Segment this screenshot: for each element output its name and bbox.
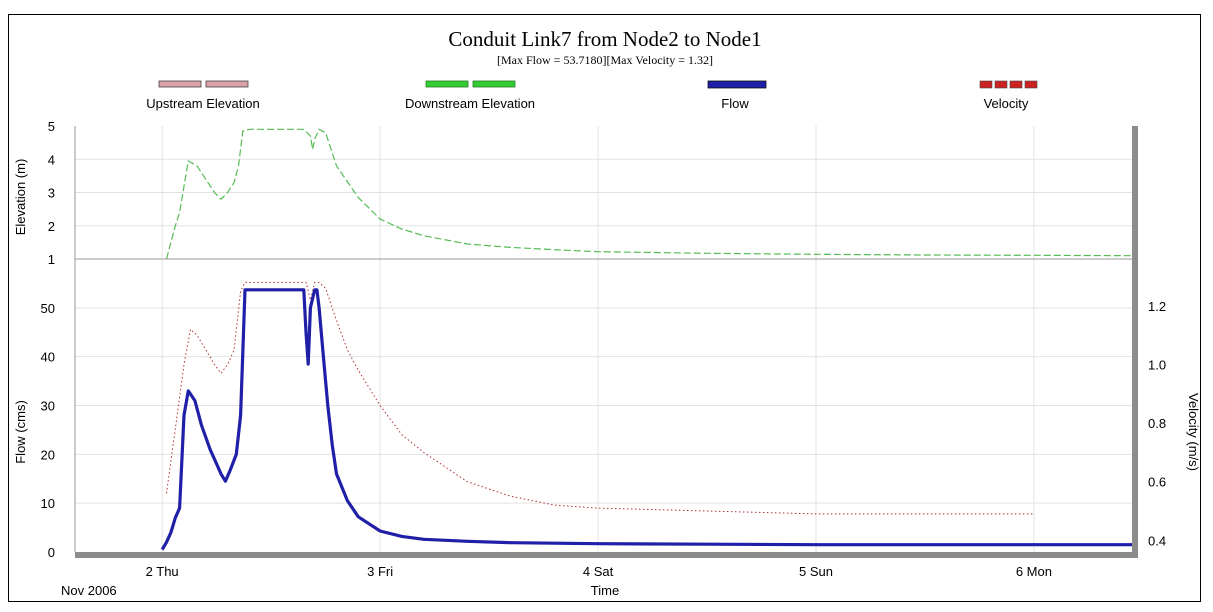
legend-entry-downstream-elevation: Downstream Elevation xyxy=(405,80,535,111)
legend-entry-flow: Flow xyxy=(707,80,767,111)
x-tick-labels: 2 Thu 3 Fri 4 Sat 5 Sun 6 Mon xyxy=(146,564,1052,579)
upper-y-axis-title: Elevation (m) xyxy=(13,159,28,236)
x-tick-3-fri: 3 Fri xyxy=(367,564,393,579)
lower-y2-tick-0-8: 0.8 xyxy=(1148,416,1166,431)
x-tick-2-thu: 2 Thu xyxy=(146,564,179,579)
legend-swatch-upstream-elevation-1 xyxy=(158,80,202,88)
legend-swatch-flow xyxy=(707,80,767,89)
lower-y-tick-10: 10 xyxy=(41,496,55,511)
lower-y-tick-20: 20 xyxy=(41,447,55,462)
lower-panel: 0 10 20 30 40 50 0.4 0.6 0.8 1.0 1.2 Flow (cms) V… xyxy=(13,259,1201,560)
lower-y2-tick-0-6: 0.6 xyxy=(1148,475,1166,490)
lower-gridlines xyxy=(75,259,1132,552)
legend-label-velocity: Velocity xyxy=(984,96,1029,111)
upper-y-tick-4: 4 xyxy=(48,152,55,167)
legend-swatch-downstream-elevation-1 xyxy=(425,80,469,88)
legend-swatch-downstream-elevation-2 xyxy=(472,80,516,88)
upper-y-tick-5: 5 xyxy=(48,119,55,134)
series-downstream-elevation xyxy=(165,128,1133,260)
plot-bottom-shadow xyxy=(75,552,1138,558)
lower-y2-tick-1-0: 1.0 xyxy=(1148,357,1166,372)
upper-gridlines xyxy=(75,126,1132,259)
legend-swatch-velocity-4 xyxy=(1024,80,1038,89)
lower-y-tick-40: 40 xyxy=(41,350,55,365)
x-tick-5-sun: 5 Sun xyxy=(799,564,833,579)
legend-entry-velocity: Velocity xyxy=(979,80,1038,111)
lower-y-axis-title: Flow (cms) xyxy=(13,400,28,464)
x-tick-4-sat: 4 Sat xyxy=(583,564,614,579)
lower-y-tick-labels: 0 10 20 30 40 50 xyxy=(41,301,55,560)
lower-y2-tick-labels: 0.4 0.6 0.8 1.0 1.2 xyxy=(1148,299,1166,548)
legend-label-downstream-elevation: Downstream Elevation xyxy=(405,96,535,111)
x-date-label: Nov 2006 xyxy=(61,583,117,598)
upper-y-tick-labels: 1 2 3 4 5 xyxy=(48,119,55,267)
chart-canvas: Conduit Link7 from Node2 to Node1 [Max F… xyxy=(13,27,1201,598)
x-axis-title: Time xyxy=(591,583,619,598)
legend-entry-upstream-elevation: Upstream Elevation xyxy=(146,80,260,111)
legend: Upstream Elevation Downstream Elevation … xyxy=(146,80,1038,111)
upper-y-tick-2: 2 xyxy=(48,219,55,234)
series-flow xyxy=(160,288,1132,551)
lower-y-tick-0: 0 xyxy=(48,545,55,560)
lower-y2-tick-1-2: 1.2 xyxy=(1148,299,1166,314)
legend-label-upstream-elevation: Upstream Elevation xyxy=(146,96,259,111)
legend-swatch-velocity-3 xyxy=(1009,80,1023,89)
lower-y2-tick-0-4: 0.4 xyxy=(1148,533,1166,548)
chart-title: Conduit Link7 from Node2 to Node1 xyxy=(448,27,761,51)
upper-y-tick-3: 3 xyxy=(48,186,55,201)
series-velocity xyxy=(166,281,1034,515)
legend-swatch-velocity-1 xyxy=(979,80,993,89)
plot-right-shadow xyxy=(1132,126,1138,558)
legend-label-flow: Flow xyxy=(721,96,749,111)
legend-swatch-velocity-2 xyxy=(994,80,1008,89)
upper-panel: 1 2 3 4 5 Elevation (m) xyxy=(13,119,1133,267)
chart-subtitle: [Max Flow = 53.7180][Max Velocity = 1.32… xyxy=(497,53,713,67)
upper-y-tick-1: 1 xyxy=(48,252,55,267)
x-tick-6-mon: 6 Mon xyxy=(1016,564,1052,579)
legend-swatch-upstream-elevation-2 xyxy=(205,80,249,88)
lower-y-tick-30: 30 xyxy=(41,399,55,414)
chart-frame: Conduit Link7 from Node2 to Node1 [Max F… xyxy=(8,14,1201,602)
lower-y-tick-50: 50 xyxy=(41,301,55,316)
lower-y2-axis-title: Velocity (m/s) xyxy=(1186,393,1201,471)
